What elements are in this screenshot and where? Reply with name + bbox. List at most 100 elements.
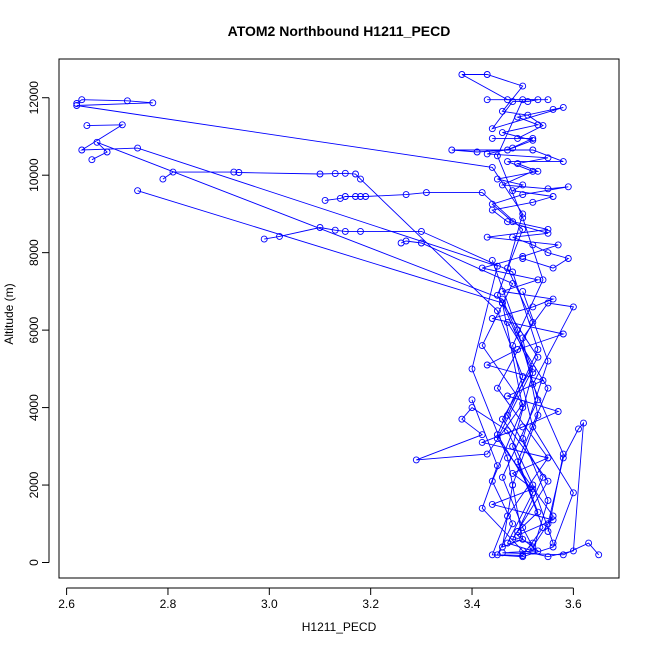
y-tick-label: 0: [27, 559, 41, 566]
data-point: [519, 435, 527, 443]
data-point: [498, 415, 506, 423]
data-point: [493, 462, 501, 470]
data-point: [331, 170, 339, 178]
data-point: [569, 547, 577, 555]
data-point: [488, 500, 496, 508]
data-point: [509, 469, 517, 477]
data-point: [534, 346, 542, 353]
data-point: [493, 431, 501, 439]
data-point: [549, 264, 557, 272]
data-point: [534, 121, 542, 129]
series-line-9: [487, 99, 570, 269]
data-point: [504, 318, 511, 326]
data-point: [549, 539, 557, 547]
data-point: [544, 454, 552, 462]
data-point: [498, 295, 506, 303]
data-point: [519, 535, 527, 543]
series-line-7: [400, 240, 554, 544]
data-point: [544, 520, 552, 528]
data-point: [483, 71, 491, 78]
data-point: [488, 315, 496, 322]
series-line-1: [80, 124, 575, 548]
data-point: [529, 167, 537, 175]
data-point: [529, 543, 537, 551]
data-point: [504, 427, 511, 435]
data-point: [260, 235, 268, 243]
data-point: [534, 353, 542, 361]
data-point: [504, 158, 511, 166]
data-point: [544, 384, 552, 392]
data-point: [529, 318, 537, 326]
data-point: [504, 392, 511, 400]
data-point: [493, 435, 501, 443]
x-tick-label: 2.6: [58, 597, 75, 611]
data-point: [509, 233, 517, 241]
data-point: [564, 255, 572, 262]
data-point: [458, 71, 466, 78]
data-point: [544, 96, 552, 104]
data-point: [357, 175, 364, 183]
data-point: [529, 369, 537, 377]
data-point: [514, 458, 522, 466]
data-point: [483, 233, 491, 241]
data-point: [78, 146, 86, 154]
series-points: [73, 71, 603, 561]
x-tick-label: 2.8: [160, 597, 177, 611]
data-point: [488, 163, 496, 171]
data-point: [539, 377, 547, 384]
data-point: [488, 206, 496, 214]
data-point: [498, 181, 506, 189]
data-point: [331, 226, 339, 234]
data-point: [73, 100, 81, 107]
data-point: [468, 404, 476, 412]
data-point: [519, 552, 527, 559]
data-point: [519, 423, 527, 431]
data-point: [514, 326, 522, 334]
data-point: [504, 264, 511, 272]
data-point: [534, 276, 542, 284]
data-point: [514, 113, 522, 121]
data-point: [544, 229, 552, 237]
data-point: [544, 477, 552, 485]
data-point: [519, 181, 527, 189]
data-point: [559, 454, 567, 462]
data-point: [362, 193, 370, 200]
data-point: [544, 497, 552, 504]
data-point: [539, 122, 547, 130]
data-point: [534, 508, 542, 516]
data-point: [468, 365, 476, 373]
data-point: [544, 299, 552, 307]
data-point: [519, 210, 527, 218]
y-tick-label: 6000: [27, 316, 41, 343]
data-point: [493, 175, 501, 183]
data-point: [509, 218, 517, 226]
data-point: [559, 450, 567, 458]
data-point: [524, 98, 532, 106]
data-point: [519, 225, 527, 233]
data-point: [123, 97, 131, 105]
data-point: [504, 512, 511, 520]
data-point: [519, 255, 527, 262]
series-line-5: [264, 227, 544, 532]
data-point: [504, 218, 511, 226]
data-point: [509, 442, 517, 450]
data-point: [509, 342, 517, 350]
data-point: [498, 107, 506, 115]
data-point: [549, 105, 557, 113]
data-point: [529, 303, 537, 311]
data-point: [478, 438, 486, 446]
data-point: [514, 134, 522, 142]
data-point: [493, 152, 501, 160]
data-point: [478, 504, 486, 512]
data-point: [78, 96, 86, 104]
data-point: [498, 543, 506, 551]
data-point: [321, 196, 329, 204]
data-point: [509, 520, 517, 528]
y-axis-label: Altitude (m): [2, 283, 16, 344]
data-point: [514, 160, 522, 168]
data-point: [519, 287, 527, 295]
data-point: [529, 547, 537, 555]
data-point: [544, 528, 552, 535]
data-point: [539, 524, 547, 532]
